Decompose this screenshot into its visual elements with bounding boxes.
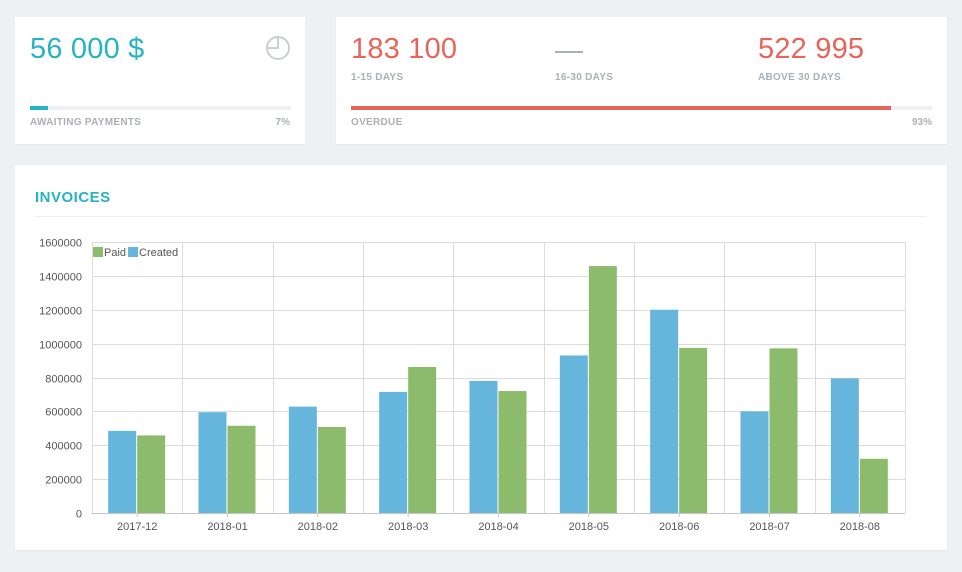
legend-label-paid: Paid xyxy=(104,247,126,259)
y-tick-label: 400000 xyxy=(45,441,82,453)
awaiting-label: AWAITING PAYMENTS xyxy=(30,117,142,128)
x-tick-label: 2017-12 xyxy=(117,521,157,533)
y-tick-label: 1400000 xyxy=(39,272,82,284)
overdue-progress-fill xyxy=(351,106,892,110)
x-tick-label: 2018-04 xyxy=(478,521,518,533)
y-tick-label: 800000 xyxy=(45,374,82,386)
bar-paid-2017-12 xyxy=(137,435,166,513)
bar-created-2018-07 xyxy=(740,411,769,513)
bar-created-2018-05 xyxy=(559,355,588,513)
bar-created-2018-08 xyxy=(830,378,859,513)
y-tick-label: 1000000 xyxy=(39,340,82,352)
y-tick-label: 200000 xyxy=(45,475,82,487)
legend-label-created: Created xyxy=(139,247,178,259)
bar-paid-2018-07 xyxy=(769,348,798,513)
overdue-card: 183 100 1-15 DAYS 16-30 DAYS 522 995 ABO… xyxy=(336,17,947,144)
bar-created-2017-12 xyxy=(108,430,137,513)
invoices-card: INVOICES 0 200000 400000 600000 800000 100000… xyxy=(15,165,947,550)
bar-created-2018-04 xyxy=(469,380,498,513)
awaiting-percent: 7% xyxy=(275,117,290,128)
x-tick-label: 2018-03 xyxy=(388,521,428,533)
bar-paid-2018-04 xyxy=(498,391,527,513)
y-tick-label: 1200000 xyxy=(39,306,82,318)
invoices-title: INVOICES xyxy=(35,189,111,206)
invoices-divider xyxy=(35,216,927,217)
bar-created-2018-02 xyxy=(288,406,317,513)
bar-paid-2018-01 xyxy=(227,425,256,513)
x-tick-label: 2018-08 xyxy=(840,521,880,533)
overdue-progress-bar xyxy=(351,106,932,110)
y-tick-label: 600000 xyxy=(45,407,82,419)
x-tick-label: 2018-05 xyxy=(569,521,609,533)
legend-swatch-paid xyxy=(93,247,103,257)
awaiting-payments-card: 56 000 $ AWAITING PAYMENTS 7% xyxy=(15,17,305,144)
x-tick-label: 2018-06 xyxy=(659,521,699,533)
bar-paid-2018-02 xyxy=(317,426,346,513)
legend-swatch-created xyxy=(128,247,139,257)
pie-chart-icon[interactable] xyxy=(264,33,292,61)
bar-paid-2018-03 xyxy=(408,366,437,513)
overdue-16-30-label: 16-30 DAYS xyxy=(555,72,614,83)
y-tick-label: 0 xyxy=(76,509,82,521)
overdue-1-15-value: 183 100 xyxy=(351,33,458,65)
overdue-label: OVERDUE xyxy=(351,117,403,128)
awaiting-progress-bar xyxy=(30,106,291,110)
invoices-bar-chart: 0 200000 400000 600000 800000 1000000 1200000 1… xyxy=(39,238,906,533)
x-tick-label: 2018-02 xyxy=(298,521,338,533)
overdue-above-30-value: 522 995 xyxy=(758,33,865,65)
x-tick-label: 2018-07 xyxy=(749,521,789,533)
bar-created-2018-01 xyxy=(198,412,227,513)
bar-paid-2018-08 xyxy=(859,458,888,513)
overdue-1-15-label: 1-15 DAYS xyxy=(351,72,404,83)
bar-created-2018-03 xyxy=(379,391,408,513)
overdue-16-30-empty-dash xyxy=(555,51,583,53)
y-tick-label: 1600000 xyxy=(39,238,82,250)
bar-paid-2018-05 xyxy=(588,266,617,513)
awaiting-progress-fill xyxy=(30,106,49,110)
bar-created-2018-06 xyxy=(650,309,679,513)
overdue-percent: 93% xyxy=(911,117,932,128)
bar-paid-2018-06 xyxy=(679,347,708,513)
overdue-above-30-label: ABOVE 30 DAYS xyxy=(758,72,842,83)
awaiting-amount: 56 000 $ xyxy=(30,33,145,65)
x-tick-label: 2018-01 xyxy=(207,521,247,533)
